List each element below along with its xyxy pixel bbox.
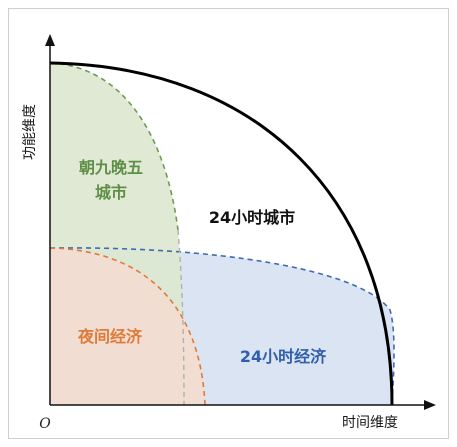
city-24h-boundary: [49, 61, 394, 406]
nine-to-five-boundary-lower: [177, 229, 185, 406]
origin-label: O: [39, 416, 51, 432]
economy-24h-boundary: [49, 247, 395, 406]
city-24h-label: 24小时城市: [209, 208, 295, 227]
night-economy-region: [50, 248, 205, 405]
y-axis-title: 功能维度: [22, 104, 38, 160]
nine-to-five-label-line1: 朝九晚五: [79, 158, 143, 177]
night-economy-boundary: [49, 247, 206, 406]
nine-to-five-label-line2: 城市: [95, 183, 127, 202]
nine-to-five-boundary: [49, 62, 179, 231]
x-axis-title: 时间维度: [342, 415, 398, 431]
y-axis-arrow: [45, 34, 55, 46]
x-axis-arrow: [424, 400, 436, 410]
night-economy-label: 夜间经济: [77, 327, 143, 346]
economy-24h-label: 24小时经济: [240, 347, 327, 366]
